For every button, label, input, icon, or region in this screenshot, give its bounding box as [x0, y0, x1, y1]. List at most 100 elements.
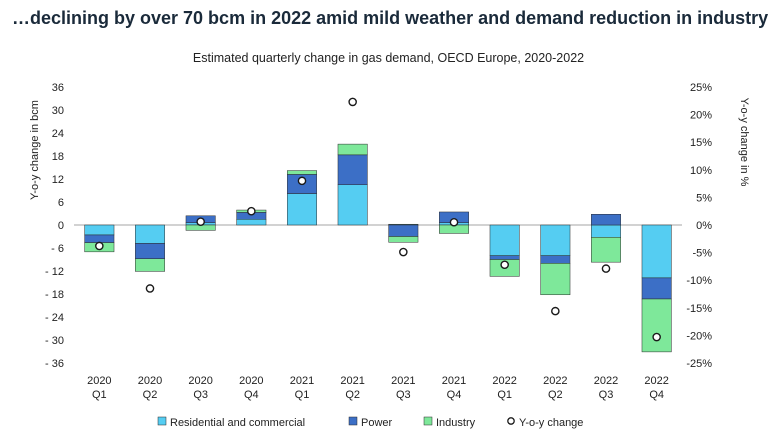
left-tick-label: - 24 — [45, 312, 64, 324]
left-tick-label: 0 — [58, 220, 64, 232]
x-tick-year: 2021 — [391, 375, 415, 387]
bar-industry-11 — [591, 237, 621, 263]
x-axis-labels: 2020 Q1 2020 Q2 2020 Q3 2020 Q4 2021 Q1 2021 Q2 2021… — [87, 375, 669, 401]
bar-industry-7 — [388, 236, 419, 243]
chart-title: Estimated quarterly change in gas demand… — [192, 51, 585, 65]
x-tick-quarter: Q1 — [92, 389, 107, 401]
x-tick-year: 2021 — [442, 375, 466, 387]
x-tick-year: 2022 — [543, 375, 567, 387]
legend-label: Industry — [436, 417, 476, 429]
right-tick-label: 10% — [690, 165, 712, 177]
right-tick-label: -25% — [686, 358, 712, 370]
left-tick-label: 30 — [52, 105, 64, 117]
x-tick-year: 2021 — [340, 375, 364, 387]
legend-label: Power — [361, 417, 393, 429]
right-tick-label: 0% — [696, 220, 712, 232]
yoy-marker-2 — [145, 284, 155, 293]
x-tick-year: 2022 — [492, 375, 516, 387]
x-tick-quarter: Q1 — [295, 389, 310, 401]
bar-residential-and-commercial-12 — [641, 224, 672, 279]
right-axis: 25% 20% 15% 10% 5% 0% -5% -10% -15% -20% -25% — [686, 82, 712, 370]
bar-power-11 — [591, 214, 621, 226]
left-tick-label: - 36 — [45, 358, 64, 370]
yoy-marker-9 — [500, 260, 509, 270]
yoy-marker-5 — [297, 176, 307, 186]
bar-industry-12 — [641, 298, 672, 353]
bar-industry-2 — [135, 258, 165, 272]
left-tick-label: 36 — [52, 82, 64, 94]
left-tick-label: - 6 — [51, 243, 64, 255]
bar-residential-and-commercial-1 — [84, 224, 115, 236]
right-tick-label: 25% — [690, 82, 712, 94]
bars — [84, 143, 672, 353]
legend-swatch — [423, 416, 433, 426]
yoy-marker-6 — [348, 97, 357, 107]
bar-industry-5 — [287, 170, 317, 175]
legend-marker — [507, 417, 515, 425]
left-tick-label: 24 — [52, 128, 64, 140]
x-tick-quarter: Q4 — [447, 389, 462, 401]
legend-swatch — [348, 416, 358, 426]
bar-residential-and-commercial-9 — [489, 224, 520, 256]
left-tick-label: - 18 — [45, 289, 64, 301]
x-tick-quarter: Q3 — [396, 389, 411, 401]
bar-industry-10 — [540, 263, 571, 296]
legend-label: Y-o-y change — [519, 417, 583, 429]
left-tick-label: 18 — [52, 151, 64, 163]
legend: Residential and commercial Power Industry Y… — [157, 416, 583, 429]
yoy-marker-7 — [399, 247, 408, 257]
headline: …declining by over 70 bcm in 2022 amid m… — [12, 8, 769, 28]
bar-power-6 — [337, 154, 368, 186]
yoy-marker-8 — [449, 217, 459, 227]
x-tick-quarter: Q2 — [143, 389, 158, 401]
right-tick-label: -20% — [686, 330, 712, 342]
right-tick-label: -5% — [692, 248, 712, 260]
bar-power-10 — [540, 255, 571, 264]
x-tick-quarter: Q3 — [193, 389, 208, 401]
left-axis: 36 30 24 18 12 6 0 - 6 - 12 - 18 - 24 - 30 - 36 — [45, 82, 64, 370]
x-tick-year: 2020 — [87, 375, 111, 387]
yoy-marker-11 — [601, 264, 611, 273]
bar-residential-and-commercial-4 — [236, 219, 267, 226]
left-tick-label: - 30 — [45, 335, 64, 347]
bar-power-12 — [641, 277, 672, 300]
bar-residential-and-commercial-5 — [287, 193, 317, 226]
x-tick-year: 2022 — [644, 375, 668, 387]
y-axis-title-right: Y-o-y change in % — [738, 98, 750, 187]
x-tick-quarter: Q1 — [497, 389, 512, 401]
bar-power-9 — [489, 255, 520, 260]
right-tick-label: 15% — [690, 137, 712, 149]
x-tick-year: 2020 — [239, 375, 263, 387]
yoy-markers — [95, 97, 661, 342]
left-tick-label: 6 — [58, 197, 64, 209]
bar-power-7 — [388, 224, 419, 237]
x-tick-year: 2022 — [594, 375, 618, 387]
bar-residential-and-commercial-2 — [135, 224, 165, 244]
bar-power-2 — [135, 243, 165, 259]
yoy-marker-3 — [196, 217, 205, 226]
x-tick-year: 2020 — [138, 375, 162, 387]
yoy-marker-12 — [652, 332, 661, 342]
bar-residential-and-commercial-6 — [337, 184, 368, 226]
x-tick-quarter: Q4 — [244, 389, 259, 401]
right-tick-label: 5% — [696, 192, 712, 204]
x-tick-quarter: Q2 — [345, 389, 360, 401]
x-tick-quarter: Q3 — [599, 389, 614, 401]
x-tick-year: 2021 — [290, 375, 314, 387]
bar-industry-6 — [337, 143, 368, 156]
bar-residential-and-commercial-11 — [591, 224, 621, 238]
y-axis-title-left: Y-o-y change in bcm — [29, 100, 41, 200]
right-tick-label: -10% — [686, 275, 712, 287]
x-tick-year: 2020 — [188, 375, 212, 387]
legend-swatch — [157, 416, 167, 426]
x-tick-quarter: Q4 — [649, 389, 664, 401]
bar-power-1 — [84, 234, 115, 243]
yoy-marker-1 — [95, 241, 104, 251]
x-tick-quarter: Q2 — [548, 389, 563, 401]
right-tick-label: -15% — [686, 303, 712, 315]
yoy-marker-10 — [551, 306, 560, 316]
bar-residential-and-commercial-10 — [540, 224, 571, 256]
left-tick-label: 12 — [52, 174, 64, 186]
left-tick-label: - 12 — [45, 266, 64, 278]
